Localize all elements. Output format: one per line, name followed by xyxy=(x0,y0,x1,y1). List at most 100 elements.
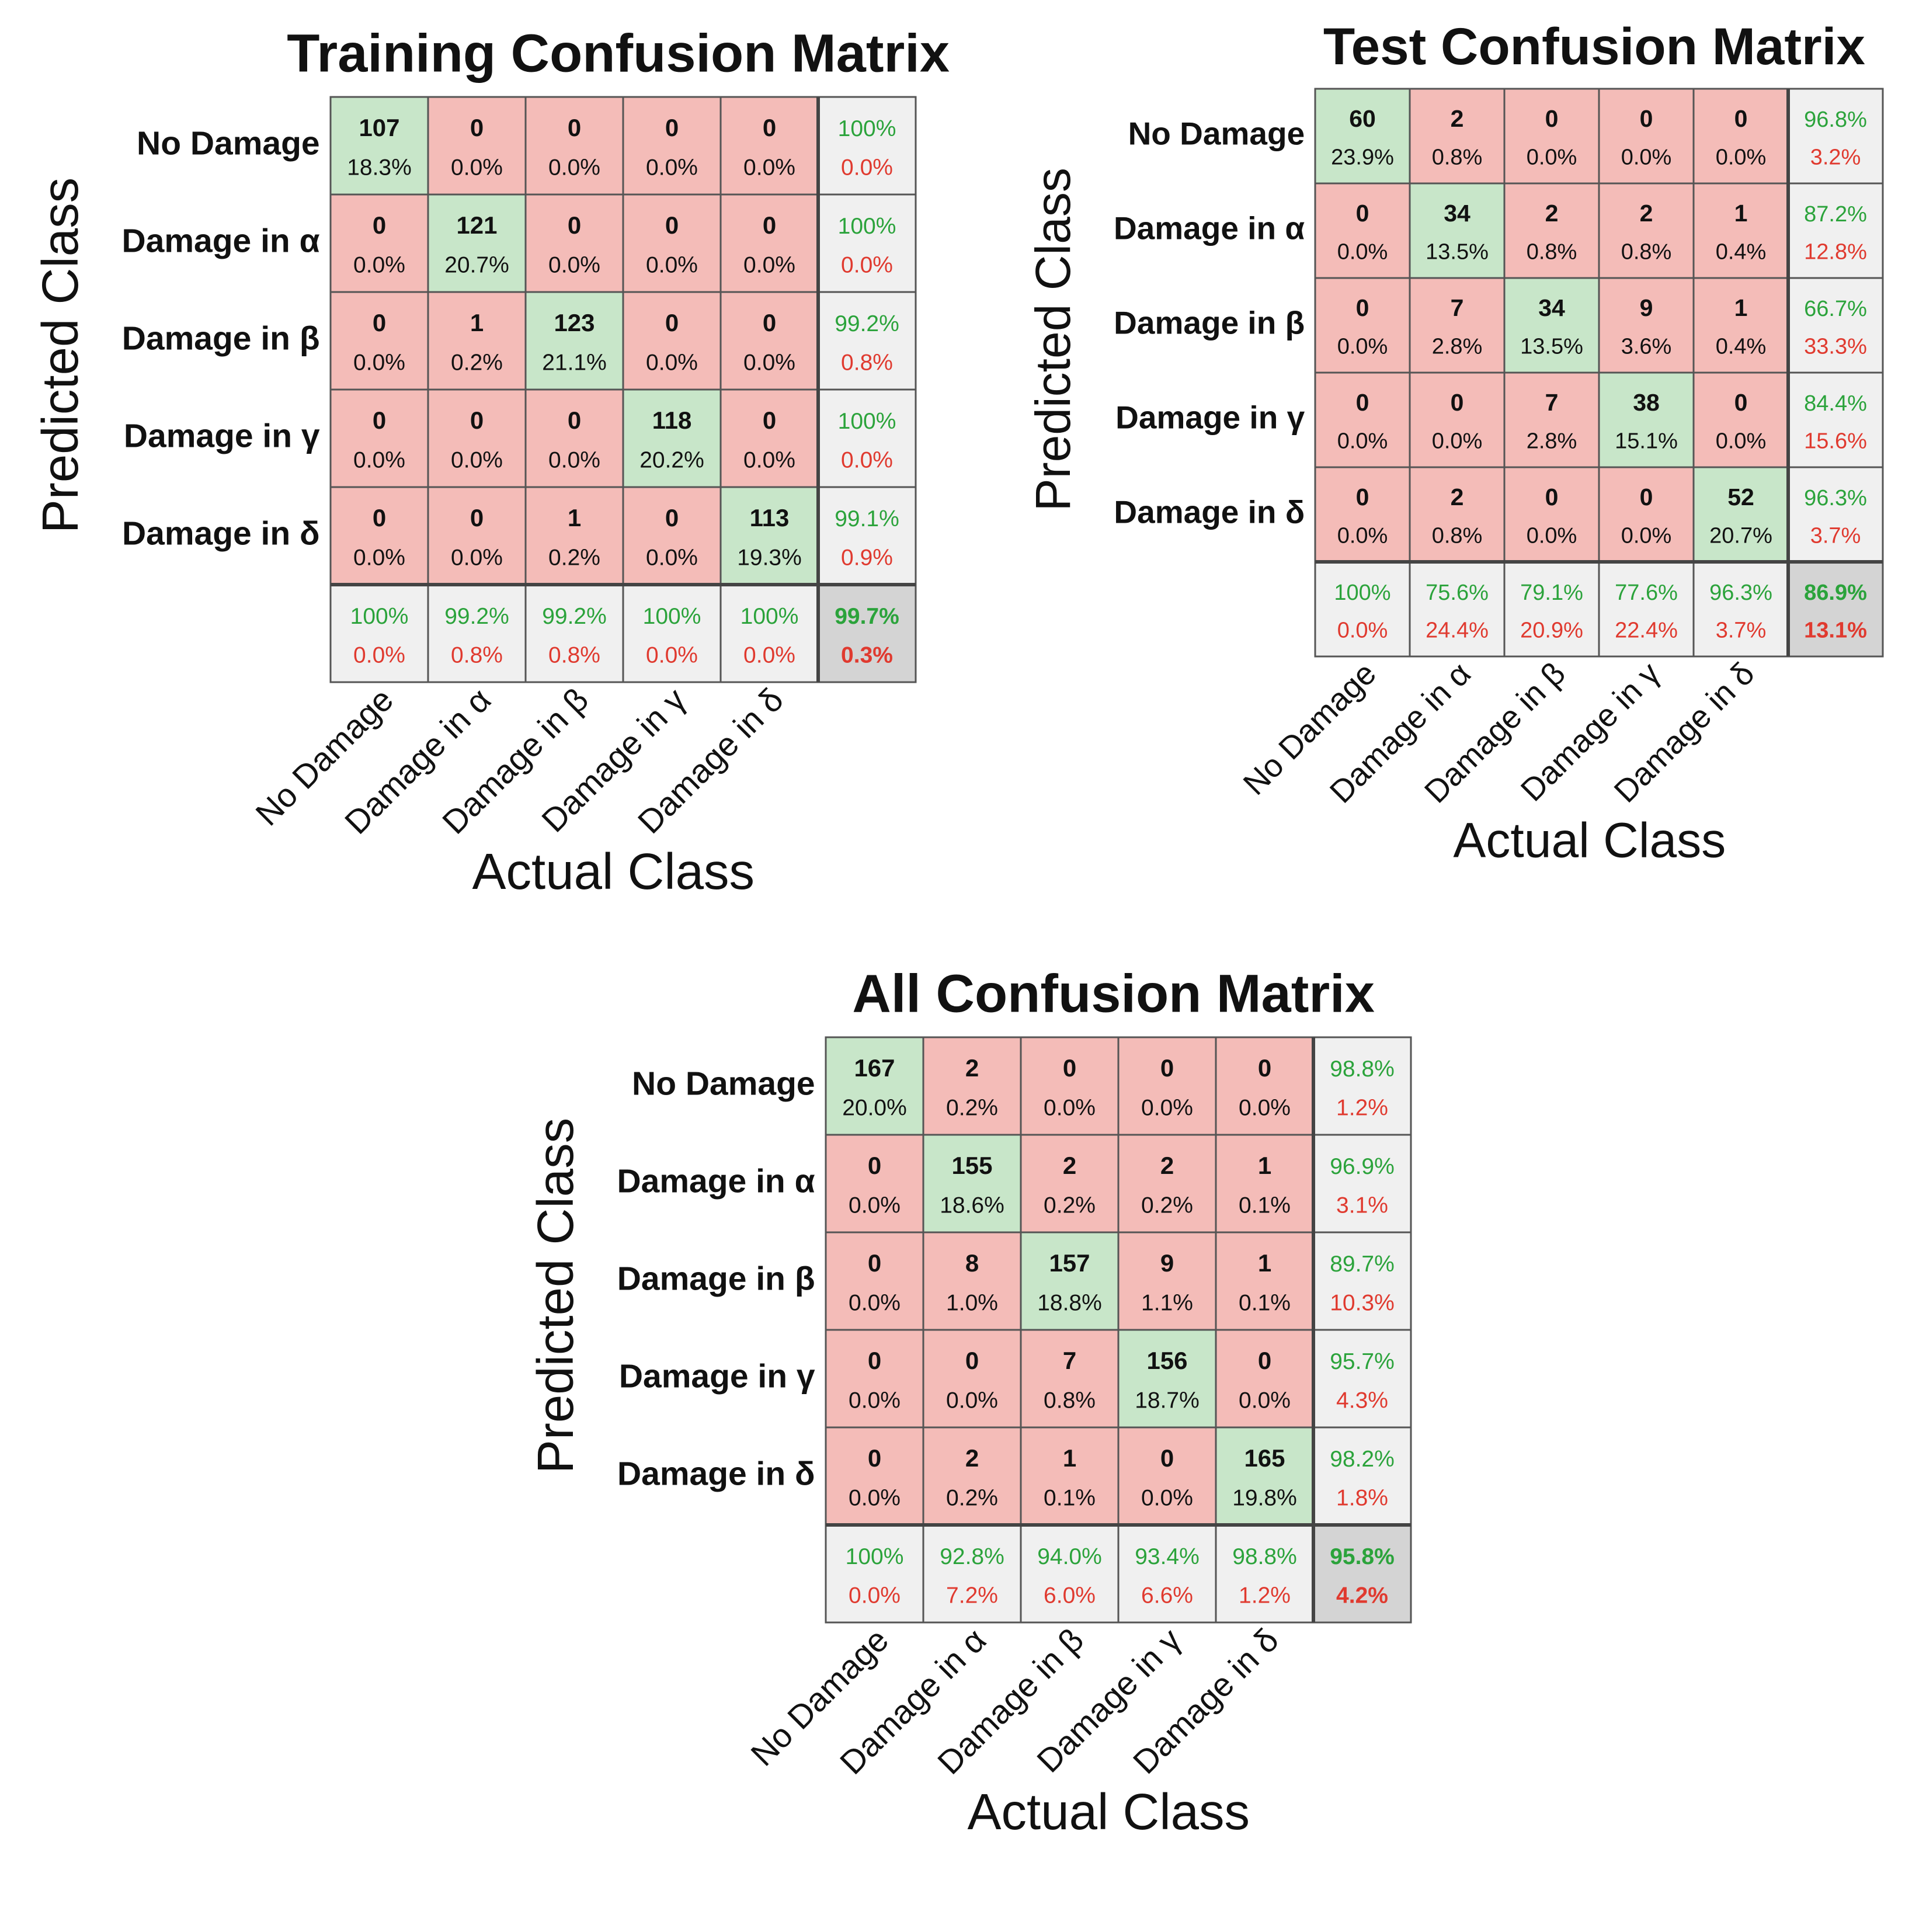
row-label: Damage in γ xyxy=(1115,399,1305,436)
row-summary-cell xyxy=(817,96,917,196)
row-precision: 89.7% xyxy=(1330,1252,1395,1277)
cell-count: 155 xyxy=(951,1152,992,1179)
cell-percent: 0.0% xyxy=(1432,429,1483,454)
cell-percent: 0.0% xyxy=(353,253,405,278)
row-label: Damage in δ xyxy=(1114,494,1305,530)
cell-percent: 0.0% xyxy=(849,1486,901,1511)
cell-count: 2 xyxy=(1451,484,1464,510)
error-cell xyxy=(719,193,819,293)
correct-cell xyxy=(1215,1426,1315,1526)
cell-count: 2 xyxy=(965,1054,979,1082)
correct-cell xyxy=(622,388,722,488)
cell-count: 9 xyxy=(1160,1249,1174,1277)
row-error-rate: 10.3% xyxy=(1330,1291,1395,1316)
overall-accuracy: 95.8% xyxy=(1330,1544,1395,1569)
error-cell xyxy=(1503,466,1600,563)
cell-percent: 1.1% xyxy=(1141,1291,1193,1316)
cell-percent: 0.0% xyxy=(451,545,503,571)
cell-percent: 13.5% xyxy=(1520,335,1583,359)
column-recall: 94.0% xyxy=(1037,1544,1102,1569)
cell-percent: 0.0% xyxy=(1239,1388,1291,1413)
cell-count: 52 xyxy=(1727,484,1754,510)
column-recall: 98.8% xyxy=(1232,1544,1297,1569)
error-cell xyxy=(1692,88,1789,185)
x-axis-label: Actual Class xyxy=(472,843,755,900)
cell-count: 156 xyxy=(1146,1347,1187,1374)
cell-percent: 0.0% xyxy=(849,1291,901,1316)
cell-percent: 20.0% xyxy=(842,1096,907,1121)
row-label: No Damage xyxy=(632,1065,815,1103)
row-precision: 96.9% xyxy=(1330,1154,1395,1179)
row-label: No Damage xyxy=(137,125,320,162)
cell-count: 1 xyxy=(470,309,484,336)
column-summary-cell xyxy=(622,583,722,683)
cell-percent: 0.2% xyxy=(451,350,503,376)
cell-percent: 2.8% xyxy=(1432,335,1483,359)
row-label: Damage in α xyxy=(617,1163,815,1200)
error-cell xyxy=(1692,371,1789,468)
cell-count: 123 xyxy=(554,309,595,336)
cell-count: 0 xyxy=(763,114,776,141)
row-summary-cell xyxy=(1787,277,1884,374)
cell-percent: 0.0% xyxy=(743,155,795,180)
cell-count: 0 xyxy=(1258,1054,1271,1082)
cell-count: 0 xyxy=(1356,200,1369,227)
cell-percent: 0.0% xyxy=(548,448,600,473)
cell-percent: 0.2% xyxy=(1141,1193,1193,1218)
error-cell xyxy=(1503,371,1600,468)
column-error-rate: 1.2% xyxy=(1239,1583,1291,1608)
cell-count: 2 xyxy=(1160,1152,1174,1179)
row-precision: 99.2% xyxy=(835,311,899,336)
column-recall: 99.2% xyxy=(444,604,509,629)
cell-count: 121 xyxy=(456,211,497,239)
cell-count: 0 xyxy=(1063,1054,1076,1082)
cell-count: 34 xyxy=(1444,200,1470,227)
row-precision: 84.4% xyxy=(1804,391,1867,416)
column-error-rate: 0.8% xyxy=(451,643,503,668)
cell-percent: 15.1% xyxy=(1615,429,1678,454)
column-recall: 96.3% xyxy=(1709,581,1772,605)
column-error-rate: 0.0% xyxy=(1337,618,1388,643)
row-precision: 98.2% xyxy=(1330,1447,1395,1472)
cell-percent: 0.4% xyxy=(1716,240,1767,265)
column-summary-cell xyxy=(1215,1524,1315,1624)
cell-count: 0 xyxy=(868,1347,881,1374)
row-precision: 87.2% xyxy=(1804,202,1867,227)
cell-count: 107 xyxy=(359,114,399,141)
correct-cell xyxy=(1314,88,1411,185)
cell-percent: 0.0% xyxy=(1527,524,1577,548)
cell-percent: 0.0% xyxy=(849,1388,901,1413)
row-error-rate: 12.8% xyxy=(1804,240,1867,265)
chart-title: Training Confusion Matrix xyxy=(287,24,950,84)
row-summary-cell xyxy=(1312,1329,1412,1429)
error-cell xyxy=(1598,182,1695,279)
cell-percent: 0.0% xyxy=(1044,1096,1096,1121)
row-summary-cell xyxy=(1312,1231,1412,1331)
cell-percent: 0.2% xyxy=(1044,1193,1096,1218)
column-summary-cell xyxy=(1598,561,1695,658)
cell-count: 2 xyxy=(1545,200,1559,227)
cell-count: 0 xyxy=(1451,389,1464,416)
cell-percent: 0.0% xyxy=(743,350,795,376)
error-cell xyxy=(1314,182,1411,279)
cell-count: 0 xyxy=(373,211,386,239)
cell-percent: 0.4% xyxy=(1716,335,1767,359)
row-label: Damage in γ xyxy=(619,1358,815,1395)
cell-count: 0 xyxy=(568,406,581,434)
column-recall: 100% xyxy=(350,604,409,629)
correct-cell xyxy=(922,1134,1022,1233)
cell-percent: 23.9% xyxy=(1331,145,1394,170)
error-cell xyxy=(524,193,624,293)
row-precision: 96.8% xyxy=(1804,107,1867,132)
overall-accuracy-cell xyxy=(817,583,917,683)
row-error-rate: 0.0% xyxy=(841,253,893,278)
error-cell xyxy=(1692,277,1789,374)
error-cell xyxy=(1409,277,1506,374)
cell-count: 0 xyxy=(868,1444,881,1472)
correct-cell xyxy=(1692,466,1789,563)
chart-title: All Confusion Matrix xyxy=(852,964,1374,1024)
cell-percent: 0.0% xyxy=(849,1193,901,1218)
cell-percent: 0.0% xyxy=(353,350,405,376)
column-summary-cell xyxy=(1117,1524,1217,1624)
row-summary-cell xyxy=(817,388,917,488)
